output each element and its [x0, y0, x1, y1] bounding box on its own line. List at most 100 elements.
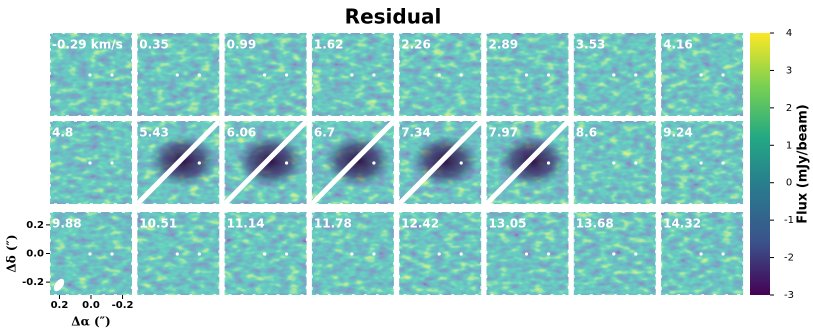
panel	[399, 121, 482, 204]
velocity-label: 13.68	[576, 217, 614, 231]
y-tick-label: 0.0	[26, 249, 44, 260]
velocity-label: 14.32	[663, 217, 701, 231]
velocity-label: 8.6	[576, 126, 597, 140]
colorbar-label: Flux (mJy/beam)	[796, 104, 811, 223]
panel	[224, 33, 307, 116]
velocity-label: 4.8	[52, 126, 73, 140]
star-marker	[459, 161, 463, 165]
panel	[573, 33, 656, 116]
star-marker	[175, 252, 179, 256]
star-marker	[350, 252, 354, 256]
panel	[573, 212, 656, 295]
panel	[50, 121, 132, 204]
colorbar-tick-label: -2	[784, 253, 794, 264]
star-marker	[197, 252, 201, 256]
star-marker	[263, 161, 267, 165]
velocity-label: 3.53	[576, 38, 606, 52]
panel	[661, 212, 744, 295]
colorbar-tick-label: -3	[784, 290, 794, 301]
star-marker	[634, 252, 638, 256]
star-marker	[197, 161, 201, 165]
colorbar-tick-label: 0	[786, 178, 792, 189]
velocity-label: 0.35	[139, 38, 169, 52]
velocity-label: 10.51	[139, 217, 177, 231]
star-marker	[721, 252, 725, 256]
star-marker	[524, 252, 529, 256]
star-marker	[197, 73, 201, 77]
velocity-label: 11.78	[314, 217, 352, 231]
panel	[486, 212, 569, 295]
star-marker	[612, 73, 616, 77]
y-axis-label: Δδ (″)	[5, 234, 19, 272]
star-marker	[263, 73, 267, 77]
star-marker	[350, 161, 354, 165]
star-marker	[524, 73, 529, 77]
star-marker	[612, 252, 616, 256]
panel	[50, 33, 132, 116]
panel	[311, 121, 394, 204]
panel	[137, 121, 220, 204]
star-marker	[459, 73, 463, 77]
star-marker	[372, 73, 376, 77]
velocity-label: 2.26	[401, 38, 431, 52]
velocity-label: 6.7	[314, 126, 335, 140]
star-marker	[634, 161, 638, 165]
star-marker	[372, 161, 376, 165]
velocity-label: 7.34	[401, 126, 431, 140]
panel	[399, 33, 482, 116]
colorbar-tick-label: 4	[786, 28, 792, 39]
star-marker	[546, 252, 551, 256]
star-marker	[372, 252, 376, 256]
velocity-label: 6.06	[227, 126, 257, 140]
star-marker	[350, 73, 354, 77]
star-marker	[175, 161, 179, 165]
star-marker	[634, 73, 638, 77]
x-axis-label: Δα (″)	[71, 315, 110, 329]
x-tick-label: -0.2	[112, 300, 134, 311]
colorbar-tick-label: -1	[784, 215, 794, 226]
star-marker	[88, 161, 92, 165]
beam	[53, 278, 65, 292]
velocity-label: 7.97	[489, 126, 519, 140]
panel	[311, 33, 394, 116]
star-marker	[285, 73, 289, 77]
x-tick-label: 0.0	[82, 300, 100, 311]
panel	[486, 121, 569, 204]
star-marker	[110, 73, 114, 77]
panel	[137, 212, 220, 295]
panel	[486, 33, 569, 116]
x-tick-label: 0.2	[51, 300, 69, 311]
star-marker	[285, 161, 289, 165]
star-marker	[546, 161, 551, 165]
velocity-label: 9.24	[663, 126, 693, 140]
star-marker	[263, 252, 267, 256]
velocity-label: 12.42	[401, 217, 439, 231]
star-marker	[612, 161, 616, 165]
panel	[50, 212, 132, 295]
star-marker	[699, 73, 703, 77]
star-marker	[437, 161, 441, 165]
colorbar	[750, 33, 770, 295]
star-marker	[721, 73, 725, 77]
velocity-label: 11.14	[227, 217, 265, 231]
velocity-label: -0.29 km/s	[52, 38, 123, 52]
star-marker	[88, 73, 92, 77]
star-marker	[110, 161, 114, 165]
velocity-label: 9.88	[52, 217, 82, 231]
panel	[661, 121, 744, 204]
velocity-label: 4.16	[663, 38, 693, 52]
y-tick-label: -0.2	[22, 277, 44, 288]
panel	[573, 121, 656, 204]
colorbar-tick-label: 2	[786, 103, 792, 114]
chart-title: Residual	[345, 5, 442, 29]
velocity-label: 2.89	[489, 38, 519, 52]
velocity-label: 13.05	[489, 217, 527, 231]
star-marker	[459, 252, 463, 256]
star-marker	[175, 73, 179, 77]
star-marker	[437, 252, 441, 256]
panel	[137, 33, 220, 116]
star-marker	[437, 73, 441, 77]
star-marker	[546, 73, 551, 77]
panel	[311, 212, 394, 295]
